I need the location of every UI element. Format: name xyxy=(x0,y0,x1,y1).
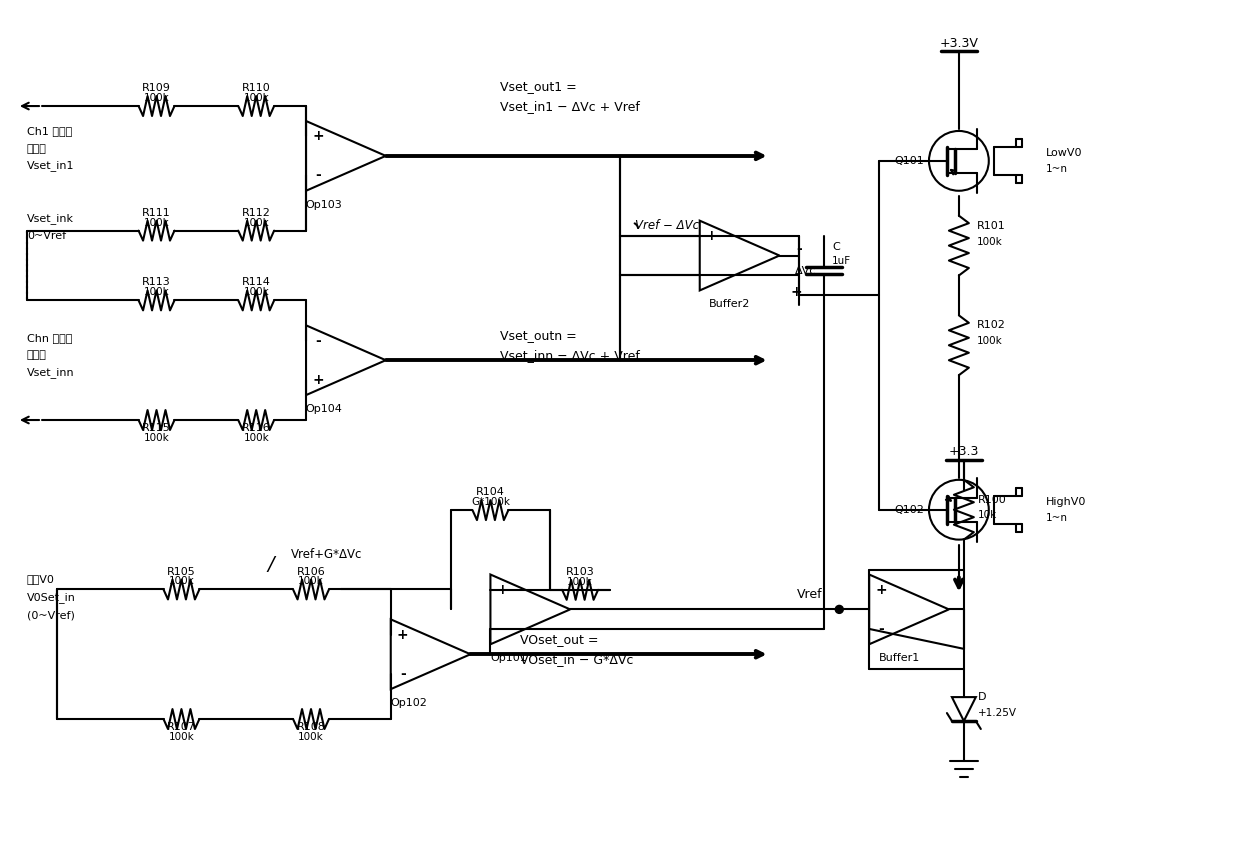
Text: Op102: Op102 xyxy=(391,698,427,708)
Text: 1~n: 1~n xyxy=(1045,513,1068,522)
Text: +3.3: +3.3 xyxy=(949,445,980,459)
Text: +3.3V: +3.3V xyxy=(940,36,978,50)
Text: LowV0: LowV0 xyxy=(1045,148,1083,158)
Text: Vset_inn: Vset_inn xyxy=(27,366,74,377)
Text: -: - xyxy=(878,622,884,636)
Text: 100k: 100k xyxy=(298,732,324,742)
Text: 100k: 100k xyxy=(243,93,269,103)
Text: R116: R116 xyxy=(242,423,270,433)
Text: Vset_in1 − ΔVc + Vref: Vset_in1 − ΔVc + Vref xyxy=(501,99,640,113)
Text: Op103: Op103 xyxy=(305,200,342,209)
Text: +: + xyxy=(496,583,508,597)
Text: 100k: 100k xyxy=(144,218,170,227)
Text: Buffer1: Buffer1 xyxy=(878,653,920,663)
Text: 100k: 100k xyxy=(298,577,324,587)
Text: Q101: Q101 xyxy=(894,156,924,166)
Text: 100k: 100k xyxy=(977,337,1003,346)
Text: -: - xyxy=(709,268,714,282)
Text: Vset_outn =: Vset_outn = xyxy=(501,329,577,342)
Text: 100k: 100k xyxy=(144,93,170,103)
Text: +: + xyxy=(875,583,887,597)
Text: 0~Vref: 0~Vref xyxy=(27,231,66,241)
Text: 10k: 10k xyxy=(978,510,997,520)
Text: Vset_ink: Vset_ink xyxy=(27,213,74,224)
Text: R109: R109 xyxy=(143,83,171,93)
Text: Q102: Q102 xyxy=(894,505,924,515)
Text: Vref: Vref xyxy=(796,588,822,601)
Text: 100k: 100k xyxy=(243,433,269,443)
Text: +: + xyxy=(791,285,802,299)
Text: R113: R113 xyxy=(143,277,171,287)
Text: 压设定: 压设定 xyxy=(27,144,47,153)
Text: +: + xyxy=(312,373,324,387)
Text: R111: R111 xyxy=(143,208,171,218)
Text: Buffer2: Buffer2 xyxy=(709,299,750,310)
Text: +: + xyxy=(397,628,408,642)
Text: V0Set_in: V0Set_in xyxy=(27,592,76,603)
Text: -: - xyxy=(796,242,802,256)
Text: 100k: 100k xyxy=(169,732,195,742)
Text: 100k: 100k xyxy=(144,287,170,298)
Text: Vref+G*ΔVc: Vref+G*ΔVc xyxy=(291,548,362,561)
Text: 100k: 100k xyxy=(243,287,269,298)
Text: 100k: 100k xyxy=(977,237,1003,247)
Text: Chn 初始偏: Chn 初始偏 xyxy=(27,333,72,343)
Text: ΔVc: ΔVc xyxy=(795,265,816,276)
Text: R107: R107 xyxy=(167,722,196,732)
Text: 100k: 100k xyxy=(144,433,170,443)
Text: R101: R101 xyxy=(977,220,1006,231)
Text: Ch1 初始偏: Ch1 初始偏 xyxy=(27,126,72,136)
Text: R106: R106 xyxy=(296,566,325,577)
Text: R110: R110 xyxy=(242,83,270,93)
Text: 100k: 100k xyxy=(243,218,269,227)
Text: Op101: Op101 xyxy=(490,653,527,663)
Text: VOset_in − G*ΔVc: VOset_in − G*ΔVc xyxy=(521,653,634,666)
Text: C: C xyxy=(832,242,839,252)
Text: R103: R103 xyxy=(565,567,594,577)
Text: R102: R102 xyxy=(977,321,1006,331)
Text: 压设定: 压设定 xyxy=(27,350,47,360)
Text: Vset_in1: Vset_in1 xyxy=(27,160,74,171)
Text: 1~n: 1~n xyxy=(1045,164,1068,174)
Text: (0~Vref): (0~Vref) xyxy=(27,611,74,621)
Text: D: D xyxy=(978,692,986,702)
Text: 1uF: 1uF xyxy=(832,256,852,266)
Text: Vref − ΔVc: Vref − ΔVc xyxy=(635,219,699,232)
Text: 初始V0: 初始V0 xyxy=(27,574,55,584)
Text: R104: R104 xyxy=(476,487,505,497)
Text: R112: R112 xyxy=(242,208,270,218)
Text: -: - xyxy=(315,169,321,182)
Text: +: + xyxy=(312,130,324,143)
Text: Vset_inn − ΔVc + Vref: Vset_inn − ΔVc + Vref xyxy=(501,349,640,362)
Text: R100: R100 xyxy=(978,494,1007,505)
Text: G*100k: G*100k xyxy=(471,497,510,507)
Text: -: - xyxy=(315,333,321,348)
Text: VOset_out =: VOset_out = xyxy=(521,633,599,646)
Text: /: / xyxy=(268,555,274,574)
Text: Op104: Op104 xyxy=(305,404,342,414)
Text: +: + xyxy=(706,229,718,243)
Text: +1.25V: +1.25V xyxy=(978,708,1017,718)
Text: HighV0: HighV0 xyxy=(1045,497,1086,507)
Text: R108: R108 xyxy=(296,722,325,732)
Text: R114: R114 xyxy=(242,277,270,287)
Text: R105: R105 xyxy=(167,566,196,577)
Text: 100k: 100k xyxy=(567,577,593,587)
Text: Vset_out1 =: Vset_out1 = xyxy=(501,80,577,92)
Text: R115: R115 xyxy=(143,423,171,433)
Text: -: - xyxy=(500,622,505,636)
Text: 100k: 100k xyxy=(169,577,195,587)
Text: -: - xyxy=(399,667,405,681)
Circle shape xyxy=(836,605,843,613)
